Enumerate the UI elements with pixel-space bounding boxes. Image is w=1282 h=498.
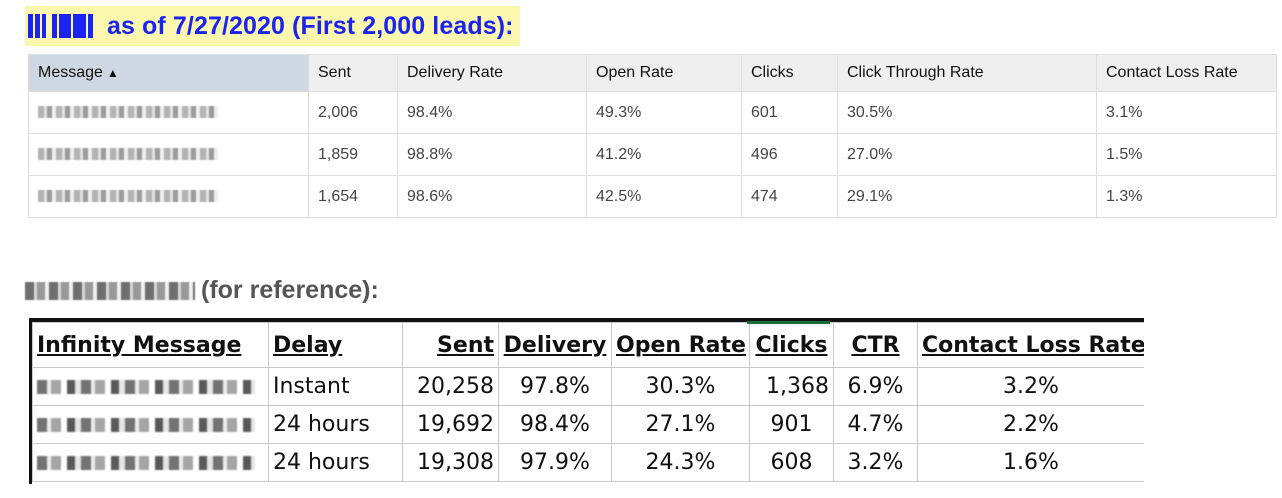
contact-loss-rate-cell[interactable]: 2.2%	[917, 405, 1144, 444]
contact-loss-rate-cell: 1.5%	[1096, 133, 1277, 176]
column-header-message[interactable]: Message ▲	[28, 54, 309, 92]
contact-loss-rate-cell: 3.1%	[1096, 91, 1277, 134]
table-row[interactable]: 24 hours 19,308 97.9% 24.3% 608 3.2% 1.6…	[32, 443, 1144, 482]
delivery-rate-cell: 98.4%	[397, 91, 587, 134]
table-row[interactable]: 24 hours 19,692 98.4% 27.1% 901 4.7% 2.2…	[32, 405, 1144, 444]
section1-title: as of 7/27/2020 (First 2,000 leads):	[107, 11, 514, 40]
delay-cell[interactable]: Instant	[268, 367, 403, 406]
message-cell[interactable]	[32, 367, 269, 406]
open-rate-cell[interactable]: 30.3%	[611, 367, 750, 406]
sent-cell: 1,859	[308, 133, 398, 176]
message-cell[interactable]	[32, 443, 269, 482]
results-table: Message ▲ Sent Delivery Rate Open Rate Cl…	[28, 54, 1277, 218]
ctr-cell[interactable]: 3.2%	[833, 443, 918, 482]
redacted-message	[38, 106, 218, 119]
open-rate-cell: 49.3%	[586, 91, 742, 134]
redacted-message	[37, 418, 255, 432]
delivery-rate-cell: 98.6%	[397, 175, 587, 218]
table-row[interactable]: Instant 20,258 97.8% 30.3% 1,368 6.9% 3.…	[32, 367, 1144, 406]
redacted-message	[37, 456, 255, 470]
selected-column-indicator	[747, 321, 830, 324]
contact-loss-rate-cell[interactable]: 1.6%	[917, 443, 1144, 482]
section2-title: (for reference):	[201, 276, 379, 304]
sent-cell: 2,006	[308, 91, 398, 134]
sent-cell[interactable]: 19,692	[402, 405, 499, 444]
column-header-ctr[interactable]: CTR	[833, 322, 918, 368]
column-header-open-rate[interactable]: Open Rate	[611, 322, 750, 368]
clicks-cell[interactable]: 901	[749, 405, 834, 444]
column-header-infinity-message[interactable]: Infinity Message	[32, 322, 269, 368]
open-rate-cell[interactable]: 24.3%	[611, 443, 750, 482]
column-header-sent[interactable]: Sent	[402, 322, 499, 368]
column-header-contact-loss-rate[interactable]: Contact Loss Rate	[1096, 54, 1277, 92]
message-cell[interactable]	[28, 175, 309, 218]
message-cell[interactable]	[32, 405, 269, 444]
section1-heading: as of 7/27/2020 (First 2,000 leads):	[25, 6, 520, 46]
ctr-cell: 27.0%	[837, 133, 1097, 176]
delivery-rate-cell: 98.8%	[397, 133, 587, 176]
redacted-message	[38, 190, 218, 203]
redacted-name	[28, 13, 93, 39]
open-rate-cell: 42.5%	[586, 175, 742, 218]
contact-loss-rate-cell[interactable]: 3.2%	[917, 367, 1144, 406]
clicks-cell: 474	[741, 175, 838, 218]
message-cell[interactable]	[28, 133, 309, 176]
column-header-clicks[interactable]: Clicks	[749, 322, 834, 368]
clicks-cell: 601	[741, 91, 838, 134]
redacted-message	[38, 148, 218, 161]
table-header-row: Message ▲ Sent Delivery Rate Open Rate Cl…	[28, 54, 1277, 92]
column-header-delivery-rate[interactable]: Delivery Rate	[397, 54, 587, 92]
redacted-name	[25, 281, 195, 300]
section2-heading: (for reference):	[25, 276, 379, 305]
sent-cell: 1,654	[308, 175, 398, 218]
table-header-row: Infinity Message Delay Sent Delivery Ope…	[32, 322, 1144, 368]
reference-spreadsheet: Infinity Message Delay Sent Delivery Ope…	[29, 318, 1144, 484]
clicks-cell[interactable]: 1,368	[749, 367, 834, 406]
redacted-message	[37, 380, 255, 394]
column-header-open-rate[interactable]: Open Rate	[586, 54, 742, 92]
column-header-contact-loss-rate[interactable]: Contact Loss Rate	[917, 322, 1144, 368]
column-header-sent[interactable]: Sent	[308, 54, 398, 92]
open-rate-cell: 41.2%	[586, 133, 742, 176]
delivery-cell[interactable]: 98.4%	[498, 405, 612, 444]
ctr-cell[interactable]: 4.7%	[833, 405, 918, 444]
reference-table: Infinity Message Delay Sent Delivery Ope…	[32, 322, 1144, 482]
open-rate-cell[interactable]: 27.1%	[611, 405, 750, 444]
sort-ascending-icon: ▲	[106, 66, 119, 80]
sent-cell[interactable]: 20,258	[402, 367, 499, 406]
column-header-delay[interactable]: Delay	[268, 322, 403, 368]
table-row[interactable]: 1,654 98.6% 42.5% 474 29.1% 1.3%	[28, 175, 1277, 218]
delivery-cell[interactable]: 97.9%	[498, 443, 612, 482]
delay-cell[interactable]: 24 hours	[268, 443, 403, 482]
table-row[interactable]: 1,859 98.8% 41.2% 496 27.0% 1.5%	[28, 133, 1277, 176]
sent-cell[interactable]: 19,308	[402, 443, 499, 482]
delivery-cell[interactable]: 97.8%	[498, 367, 612, 406]
ctr-cell: 30.5%	[837, 91, 1097, 134]
contact-loss-rate-cell: 1.3%	[1096, 175, 1277, 218]
delay-cell[interactable]: 24 hours	[268, 405, 403, 444]
message-cell[interactable]	[28, 91, 309, 134]
ctr-cell: 29.1%	[837, 175, 1097, 218]
column-header-delivery[interactable]: Delivery	[498, 322, 612, 368]
clicks-cell[interactable]: 608	[749, 443, 834, 482]
column-header-clicks[interactable]: Clicks	[741, 54, 838, 92]
ctr-cell[interactable]: 6.9%	[833, 367, 918, 406]
clicks-cell: 496	[741, 133, 838, 176]
table-row[interactable]: 2,006 98.4% 49.3% 601 30.5% 3.1%	[28, 91, 1277, 134]
column-header-click-through-rate[interactable]: Click Through Rate	[837, 54, 1097, 92]
